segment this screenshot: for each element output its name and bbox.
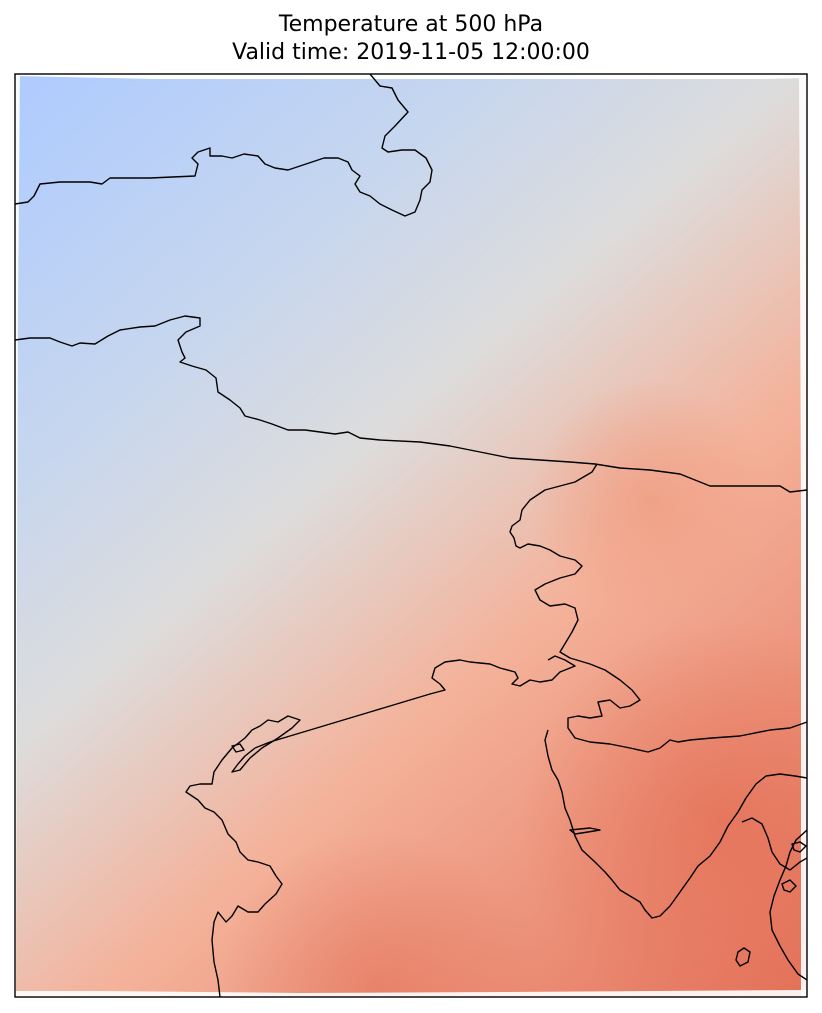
coastline-east-1 — [769, 829, 807, 981]
coastline-italy-west — [185, 715, 301, 997]
coastline-island-small — [231, 743, 245, 753]
coastline-north — [15, 74, 433, 217]
coastlines — [15, 74, 807, 997]
coastline-island-a — [569, 827, 601, 835]
coastline-east-2 — [741, 817, 807, 871]
coastline-baltic — [15, 315, 807, 493]
map-frame — [14, 73, 808, 998]
map-title: Temperature at 500 hPa — [278, 12, 544, 37]
coastline-island-d — [781, 879, 797, 893]
temperature-field — [15, 74, 807, 997]
coastline-istria — [544, 729, 807, 919]
coastline-island-b — [735, 947, 751, 967]
map-subtitle: Valid time: 2019-11-05 12:00:00 — [232, 40, 590, 65]
coastline-island-c — [791, 841, 807, 853]
coastline-adriatic-inner — [254, 655, 576, 749]
coastline-adriatic-north — [509, 463, 807, 753]
